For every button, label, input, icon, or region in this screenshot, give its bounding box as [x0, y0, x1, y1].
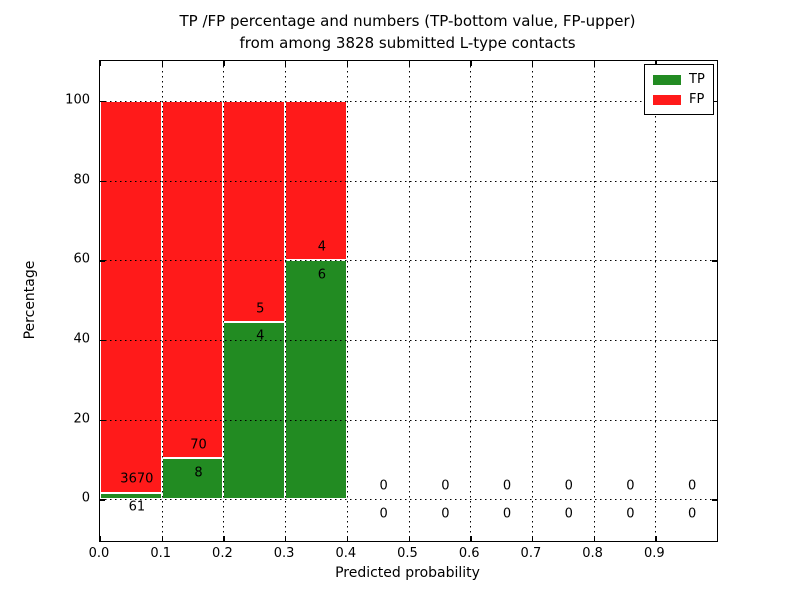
x-tick-mark: [408, 536, 410, 541]
fp-count-label: 70: [190, 437, 207, 453]
x-tick-mark: [531, 536, 534, 541]
fp-count-label: 0: [379, 478, 388, 494]
tp-count-label: 6: [317, 267, 327, 282]
tp-count-label: 61: [128, 499, 146, 515]
legend: TP FP: [644, 64, 714, 115]
y-tick-label: 100: [65, 92, 90, 108]
tp-bar-segment: [223, 322, 286, 500]
y-tick-mark: [100, 499, 105, 501]
chart-title-line1: TP /FP percentage and numbers (TP-bottom…: [179, 12, 636, 30]
fp-count-label: 0: [688, 478, 697, 494]
gridline-x: [655, 61, 657, 541]
x-tick-mark: [408, 61, 410, 66]
legend-row-fp: FP: [653, 93, 705, 106]
x-tick-mark: [346, 536, 349, 541]
gridline-x: [531, 61, 533, 541]
y-tick-label: 60: [73, 251, 90, 267]
x-tick-label: 0.5: [397, 546, 418, 561]
x-tick-label: 0.2: [212, 546, 233, 561]
chart-title: TP /FP percentage and numbers (TP-bottom…: [99, 10, 716, 54]
x-tick-mark: [223, 61, 225, 66]
tp-count-label: 4: [256, 328, 265, 344]
y-tick-mark: [712, 260, 717, 262]
x-tick-mark: [346, 61, 349, 66]
fp-legend-label: FP: [689, 92, 705, 107]
tp-legend-label: TP: [689, 72, 705, 87]
y-tick-label: 40: [73, 331, 90, 347]
x-tick-label: 0.3: [273, 546, 295, 561]
fp-bar-segment: [223, 100, 286, 323]
gridline-x: [408, 61, 410, 541]
gridline-x: [470, 61, 472, 541]
tp-count-label: 0: [379, 506, 388, 521]
fp-bar-segment: [100, 100, 162, 493]
y-tick-mark: [712, 499, 717, 501]
x-tick-mark: [223, 536, 225, 541]
gridline-x: [593, 61, 595, 541]
x-tick-label: 0.7: [520, 546, 542, 561]
x-tick-label: 0.9: [643, 546, 665, 561]
x-tick-mark: [655, 536, 657, 541]
y-tick-label: 0: [81, 490, 90, 506]
x-tick-mark: [285, 61, 287, 66]
x-tick-mark: [593, 536, 595, 541]
tp-bar-segment: [100, 492, 162, 500]
fp-bar-segment: [285, 100, 347, 261]
y-tick-label: 20: [73, 411, 90, 426]
tp-count-label: 0: [441, 506, 450, 521]
x-tick-mark: [100, 536, 102, 541]
fp-count-label: 0: [626, 478, 635, 494]
fp-count-label: 5: [256, 301, 265, 317]
gridline-x: [346, 61, 348, 541]
fp-count-label: 0: [564, 478, 573, 494]
fp-count-label: 3670: [120, 471, 154, 487]
x-tick-label: 0.4: [335, 546, 357, 561]
y-tick-mark: [100, 180, 105, 182]
x-tick-mark: [100, 61, 102, 66]
tp-legend-swatch: [653, 74, 681, 85]
tp-count-label: 0: [564, 506, 573, 521]
tp-count-label: 0: [626, 506, 635, 521]
tp-count-label: 0: [688, 506, 697, 521]
fp-count-label: 0: [441, 478, 450, 494]
x-tick-label: 0.0: [88, 546, 110, 561]
legend-row-tp: TP: [653, 73, 705, 86]
y-tick-mark: [100, 419, 105, 421]
fp-legend-swatch: [653, 94, 681, 105]
tp-count-label: 8: [194, 465, 203, 481]
tp-count-label: 0: [502, 506, 512, 521]
tp-bar-segment: [161, 458, 224, 500]
x-tick-mark: [593, 61, 595, 66]
x-tick-mark: [470, 536, 472, 541]
fp-bar-segment: [161, 100, 224, 459]
y-tick-mark: [100, 100, 105, 103]
plot-area: 3670 61 70 8 5 4 4 6 0 0 0 0 0 0 0 0 0 0 0 0: [99, 60, 718, 542]
x-tick-label: 0.1: [150, 546, 172, 561]
fp-count-label: 4: [317, 239, 327, 255]
y-tick-mark: [712, 339, 717, 342]
y-tick-mark: [712, 180, 717, 182]
chart-title-line2: from among 3828 submitted L-type contact…: [239, 34, 576, 52]
x-axis-label: Predicted probability: [335, 565, 480, 581]
x-tick-mark: [531, 61, 534, 66]
x-tick-mark: [285, 536, 287, 541]
x-tick-mark: [161, 536, 164, 541]
x-tick-label: 0.8: [582, 546, 603, 561]
x-tick-label: 0.6: [458, 546, 480, 561]
x-tick-mark: [470, 61, 472, 66]
y-tick-mark: [100, 339, 105, 342]
fp-count-label: 0: [502, 478, 512, 494]
x-tick-mark: [161, 61, 164, 66]
y-tick-mark: [712, 419, 717, 421]
gridline-y: [100, 499, 717, 501]
y-tick-label: 80: [73, 172, 90, 187]
y-axis-label: Percentage: [22, 260, 38, 340]
tp-bar-segment: [285, 260, 347, 500]
y-tick-mark: [100, 260, 105, 262]
